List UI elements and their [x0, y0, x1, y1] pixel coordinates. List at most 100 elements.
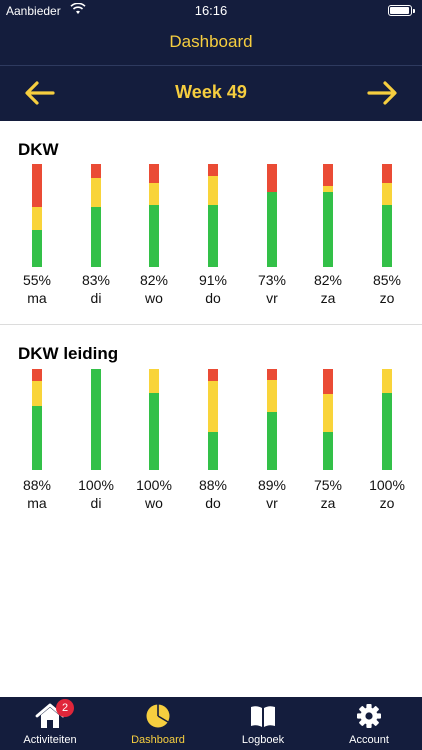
tab-bar: 2 Activiteiten Dashboard Logboek Account [0, 697, 422, 750]
bar-day-label: ma [27, 290, 47, 306]
bar-do [208, 164, 218, 267]
next-week-button[interactable] [366, 80, 398, 106]
bar-segment [32, 207, 42, 230]
bar-zo [382, 369, 392, 470]
bar-percent-label: 73% [257, 272, 287, 288]
bar-percent-label: 89% [257, 477, 287, 493]
battery-icon [388, 5, 415, 16]
bar-percent-label: 100% [78, 477, 114, 493]
bar-segment [267, 380, 277, 413]
bar-day-label: vr [266, 495, 278, 511]
bar-di [91, 369, 101, 470]
bar-segment [149, 164, 159, 183]
bar-segment [149, 369, 159, 394]
bar-segment [208, 381, 218, 432]
bar-segment [91, 164, 101, 179]
gear-icon [357, 704, 381, 728]
bar-di [91, 164, 101, 267]
dkw-leiding-title: DKW leiding [18, 344, 119, 363]
bar-percent-label: 85% [372, 272, 402, 288]
bar-ma [32, 164, 42, 267]
bar-vr [267, 369, 277, 470]
tab-account[interactable]: Account [319, 697, 419, 750]
header-divider [0, 65, 422, 66]
bar-percent-label: 88% [198, 477, 228, 493]
previous-week-button[interactable] [24, 80, 56, 106]
bar-day-label: za [320, 495, 336, 511]
bar-day-label: za [320, 290, 336, 306]
bar-segment [323, 185, 333, 192]
bar-segment [323, 394, 333, 432]
bar-wo [149, 164, 159, 267]
bar-do [208, 369, 218, 470]
bar-segment [267, 412, 277, 470]
bar-day-label: wo [145, 290, 163, 306]
bar-segment [267, 191, 277, 267]
bar-day-label: wo [145, 495, 163, 511]
bar-wo [149, 369, 159, 470]
clock: 16:16 [194, 3, 228, 18]
tab-label: Account [349, 734, 389, 746]
tab-label: Dashboard [131, 734, 185, 746]
bar-segment [382, 369, 392, 394]
bar-segment [32, 229, 42, 267]
bar-percent-label: 91% [198, 272, 228, 288]
bar-percent-label: 82% [313, 272, 343, 288]
bar-za [323, 369, 333, 470]
week-label: Week 49 [175, 82, 247, 102]
bar-segment [382, 205, 392, 267]
bar-segment [32, 381, 42, 407]
bar-segment [382, 393, 392, 470]
dkw-title: DKW [18, 140, 59, 159]
bar-segment [382, 182, 392, 206]
wifi-icon [70, 2, 86, 18]
tab-activiteiten[interactable]: 2 Activiteiten [0, 697, 100, 750]
tab-label: Activiteiten [23, 734, 77, 746]
bar-segment [323, 431, 333, 470]
bar-segment [149, 393, 159, 470]
bar-day-label: do [205, 290, 221, 306]
tab-dashboard[interactable]: Dashboard [108, 697, 208, 750]
bar-zo [382, 164, 392, 267]
bar-segment [32, 406, 42, 470]
bar-percent-label: 55% [22, 272, 52, 288]
bar-day-label: zo [379, 495, 395, 511]
bar-segment [91, 178, 101, 208]
tab-label: Logboek [241, 734, 285, 746]
bar-day-label: do [205, 495, 221, 511]
week-navigator: Week 49 [0, 66, 422, 121]
bar-za [323, 164, 333, 267]
bar-vr [267, 164, 277, 267]
notification-badge: 2 [56, 699, 74, 717]
bar-percent-label: 83% [81, 272, 111, 288]
pie-chart-icon [146, 704, 170, 728]
bar-day-label: di [90, 290, 102, 306]
bar-day-label: zo [379, 290, 395, 306]
bar-segment [208, 164, 218, 177]
bar-segment [91, 369, 101, 470]
bar-segment [323, 164, 333, 186]
bar-segment [208, 205, 218, 267]
page-title: Dashboard [169, 32, 253, 51]
bar-percent-label: 100% [136, 477, 172, 493]
bar-segment [323, 191, 333, 267]
bar-segment [149, 182, 159, 206]
bar-ma [32, 369, 42, 470]
bar-segment [267, 369, 277, 381]
bar-segment [32, 369, 42, 382]
arrow-left-icon [25, 81, 55, 105]
bar-segment [208, 369, 218, 382]
bar-day-label: ma [27, 495, 47, 511]
bar-day-label: vr [266, 290, 278, 306]
carrier-label: Aanbieder [6, 4, 61, 18]
bar-segment [267, 164, 277, 192]
bar-segment [208, 176, 218, 206]
bar-percent-label: 100% [369, 477, 405, 493]
tab-logboek[interactable]: Logboek [213, 697, 313, 750]
bar-segment [32, 164, 42, 208]
bar-segment [323, 369, 333, 395]
bar-percent-label: 75% [313, 477, 343, 493]
bar-percent-label: 88% [22, 477, 52, 493]
bar-segment [149, 205, 159, 267]
bar-segment [208, 431, 218, 470]
